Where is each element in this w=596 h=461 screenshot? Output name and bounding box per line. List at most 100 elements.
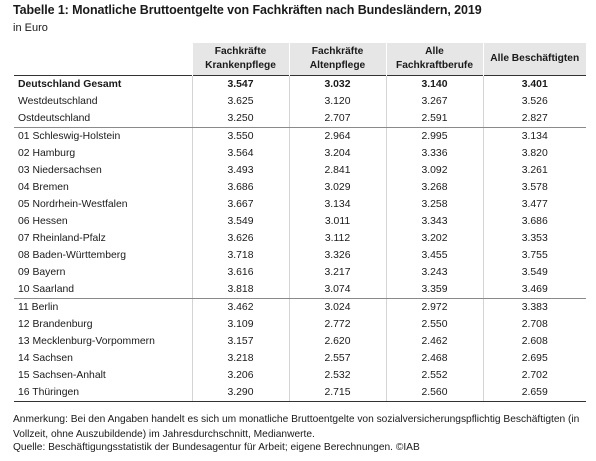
value-cell: 2.827 [482, 110, 586, 128]
column-header-line1: Alle [425, 46, 444, 57]
table-row: 01 Schleswig-Holstein 3.550 2.964 2.995 3.13… [14, 127, 586, 145]
value-cell: 3.549 [482, 264, 586, 281]
table-header: Fachkräfte Krankenpflege Fachkräfte Alte… [14, 43, 586, 76]
value-cell: 3.206 [191, 367, 289, 384]
value-cell: 2.557 [288, 350, 386, 367]
value-cell: 3.218 [191, 350, 289, 367]
table-subtitle: in Euro [13, 22, 48, 34]
value-cell: 2.550 [385, 316, 483, 333]
value-cell: 3.401 [482, 75, 586, 93]
value-cell: 3.024 [288, 298, 386, 316]
table-row: Ostdeutschland 3.250 2.707 2.591 2.827 [14, 110, 586, 128]
row-label: 16 Thüringen [14, 384, 192, 402]
table-row: 12 Brandenburg 3.109 2.772 2.550 2.708 [14, 316, 586, 333]
column-header-line2: Altenpflege [309, 60, 366, 71]
value-cell: 2.695 [482, 350, 586, 367]
table-row: 10 Saarland 3.818 3.074 3.359 3.469 [14, 281, 586, 299]
column-header-line1: Alle Beschäftigten [490, 53, 580, 64]
value-cell: 3.140 [385, 75, 483, 93]
value-cell: 3.217 [288, 264, 386, 281]
value-cell: 3.686 [191, 179, 289, 196]
table-row: 11 Berlin 3.462 3.024 2.972 3.383 [14, 298, 586, 316]
value-cell: 3.455 [385, 247, 483, 264]
table-row: 07 Rheinland-Pfalz 3.626 3.112 3.202 3.353 [14, 230, 586, 247]
value-cell: 3.547 [191, 75, 289, 93]
column-header: Alle Fachkraftberufe [386, 43, 484, 76]
value-cell: 3.343 [385, 213, 483, 230]
value-cell: 3.120 [288, 93, 386, 110]
value-cell: 3.549 [191, 213, 289, 230]
row-label: 13 Mecklenburg-Vorpommern [18, 336, 155, 347]
value-cell: 3.336 [385, 145, 483, 162]
value-cell: 3.258 [385, 196, 483, 213]
value-cell: 3.526 [482, 93, 586, 110]
value-cell: 2.841 [288, 162, 386, 179]
row-label: 09 Bayern [18, 267, 66, 278]
value-cell: 3.564 [191, 145, 289, 162]
header-empty-cell [14, 43, 193, 76]
salary-table: Fachkräfte Krankenpflege Fachkräfte Alte… [14, 43, 586, 402]
table-row: 16 Thüringen 3.290 2.715 2.560 2.659 [14, 384, 586, 402]
value-cell: 2.468 [385, 350, 483, 367]
row-label: Westdeutschland [18, 96, 98, 107]
value-cell: 3.359 [385, 281, 483, 299]
value-cell: 3.134 [482, 127, 586, 145]
row-label: 03 Niedersachsen [18, 165, 102, 176]
table-row: 13 Mecklenburg-Vorpommern 3.157 2.620 2.462… [14, 333, 586, 350]
value-cell: 3.578 [482, 179, 586, 196]
table-row: 03 Niedersachsen 3.493 2.841 3.092 3.261 [14, 162, 586, 179]
value-cell: 3.493 [191, 162, 289, 179]
value-cell: 3.718 [191, 247, 289, 264]
value-cell: 3.477 [482, 196, 586, 213]
row-label: 06 Hessen [18, 216, 68, 227]
value-cell: 3.011 [288, 213, 386, 230]
value-cell: 3.243 [385, 264, 483, 281]
column-header-line2: Fachkraftberufe [396, 60, 473, 71]
value-cell: 3.134 [288, 196, 386, 213]
table-row: 09 Bayern 3.616 3.217 3.243 3.549 [14, 264, 586, 281]
row-label: 15 Sachsen-Anhalt [18, 370, 106, 381]
value-cell: 3.353 [482, 230, 586, 247]
value-cell: 2.702 [482, 367, 586, 384]
column-header-line1: Fachkräfte [214, 46, 267, 57]
table-row: 08 Baden-Württemberg 3.718 3.326 3.455 3.755 [14, 247, 586, 264]
value-cell: 3.290 [191, 384, 289, 402]
value-cell: 2.772 [288, 316, 386, 333]
row-label: 14 Sachsen [18, 353, 73, 364]
row-label: 01 Schleswig-Holstein [18, 131, 121, 142]
value-cell: 3.032 [288, 75, 386, 93]
value-cell: 3.250 [191, 110, 289, 128]
value-cell: 3.074 [288, 281, 386, 299]
row-label: 04 Bremen [18, 182, 69, 193]
value-cell: 2.532 [288, 367, 386, 384]
value-cell: 3.616 [191, 264, 289, 281]
value-cell: 3.202 [385, 230, 483, 247]
value-cell: 3.383 [482, 298, 586, 316]
row-label: 02 Hamburg [18, 148, 76, 159]
value-cell: 3.462 [191, 298, 289, 316]
value-cell: 3.326 [288, 247, 386, 264]
value-cell: 3.157 [191, 333, 289, 350]
column-header-line1: Fachkräfte [311, 46, 364, 57]
value-cell: 3.204 [288, 145, 386, 162]
value-cell: 2.995 [385, 127, 483, 145]
row-label: 07 Rheinland-Pfalz [18, 233, 106, 244]
value-cell: 3.469 [482, 281, 586, 299]
value-cell: 3.755 [482, 247, 586, 264]
value-cell: 2.715 [288, 384, 386, 402]
row-label: 11 Berlin [18, 302, 59, 313]
row-label: 10 Saarland [14, 281, 192, 299]
value-cell: 3.818 [191, 281, 289, 299]
value-cell: 2.972 [385, 298, 483, 316]
value-cell: 3.686 [482, 213, 586, 230]
value-cell: 3.092 [385, 162, 483, 179]
value-cell: 2.608 [482, 333, 586, 350]
value-cell: 2.560 [385, 384, 483, 402]
column-header: Fachkräfte Krankenpflege [192, 43, 290, 76]
table-title: Tabelle 1: Monatliche Bruttoentgelte von… [13, 3, 482, 17]
table-body: Deutschland Gesamt 3.547 3.032 3.140 3.401 We… [14, 75, 586, 402]
row-label: 05 Nordrhein-Westfalen [18, 199, 128, 210]
value-cell: 2.707 [288, 110, 386, 128]
value-cell: 3.267 [385, 93, 483, 110]
